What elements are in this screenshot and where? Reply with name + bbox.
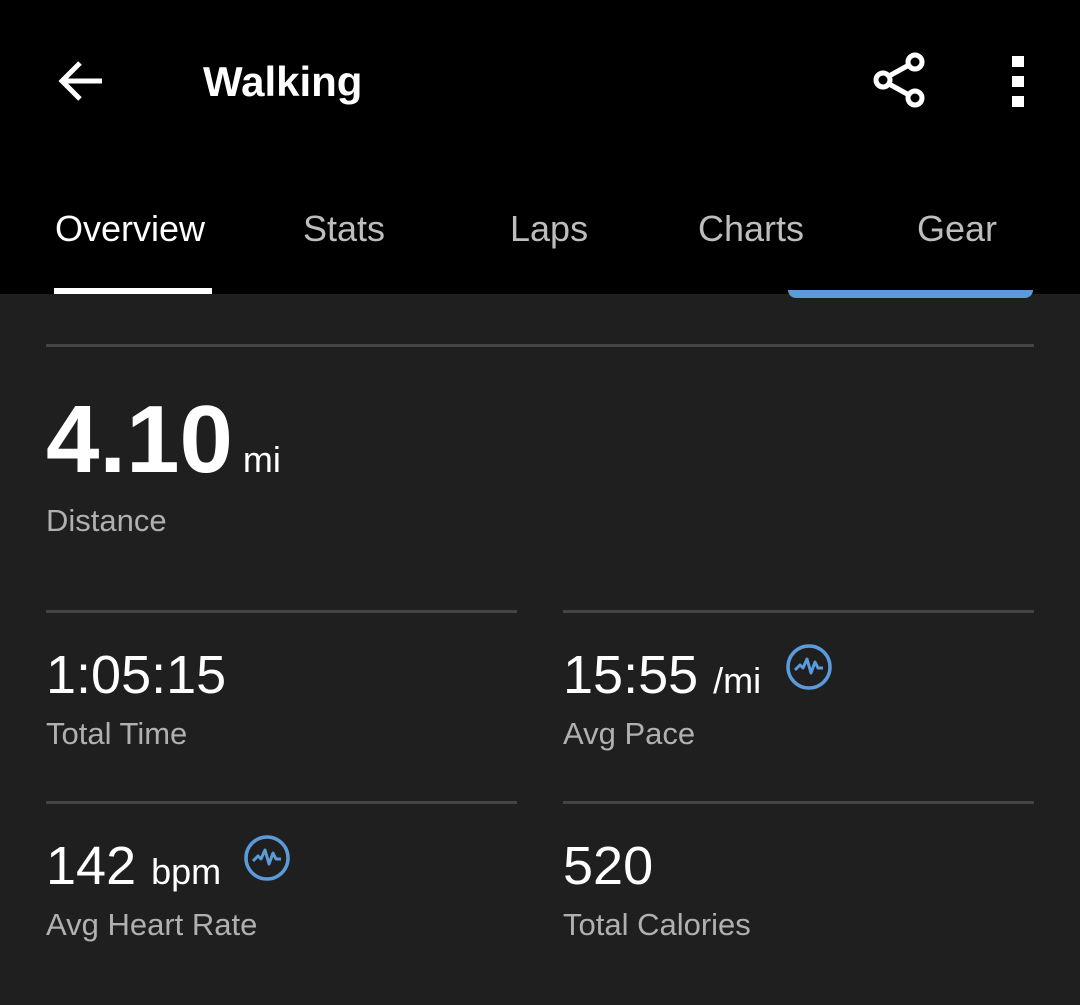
stat-number: 142 [46,836,137,896]
tab-gear[interactable]: Gear [917,208,998,249]
avg-heart-rate-value: 142 bpm [46,835,221,897]
share-icon[interactable] [870,50,930,110]
tab-overview[interactable]: Overview [55,208,206,249]
stat-unit: bpm [151,851,222,892]
active-tab-indicator [54,288,212,294]
back-arrow-icon[interactable] [50,52,110,112]
total-calories-label: Total Calories [563,907,751,942]
stat-number: 520 [563,836,654,896]
avg-pace-value: 15:55 /mi [563,644,761,706]
divider [563,610,1034,613]
divider [46,610,517,613]
more-vertical-icon[interactable] [1000,52,1036,112]
distance-value: 4.10 mi [46,385,281,495]
avg-heart-rate-label: Avg Heart Rate [46,907,258,942]
total-time-value: 1:05:15 [46,644,226,706]
distance-unit: mi [242,439,281,480]
distance-number: 4.10 [46,386,233,493]
tab-laps[interactable]: Laps [510,208,589,249]
heart-rate-icon[interactable] [785,643,833,691]
stat-number: 15:55 [563,645,699,705]
page-title: Walking [203,58,363,105]
stat-unit: /mi [713,660,762,701]
stat-number: 1:05:15 [46,645,227,705]
total-calories-value: 520 [563,835,653,897]
divider [46,344,1034,347]
divider [46,801,517,804]
avg-pace-label: Avg Pace [563,716,696,751]
app-bar: Walking Overview Stats Laps Charts Gear [0,0,1080,294]
tab-charts[interactable]: Charts [698,208,805,249]
tab-stats[interactable]: Stats [303,208,386,249]
divider [563,801,1034,804]
total-time-label: Total Time [46,716,188,751]
heart-rate-icon[interactable] [243,834,291,882]
scrolled-button-edge[interactable] [788,290,1033,298]
distance-label: Distance [46,503,167,538]
